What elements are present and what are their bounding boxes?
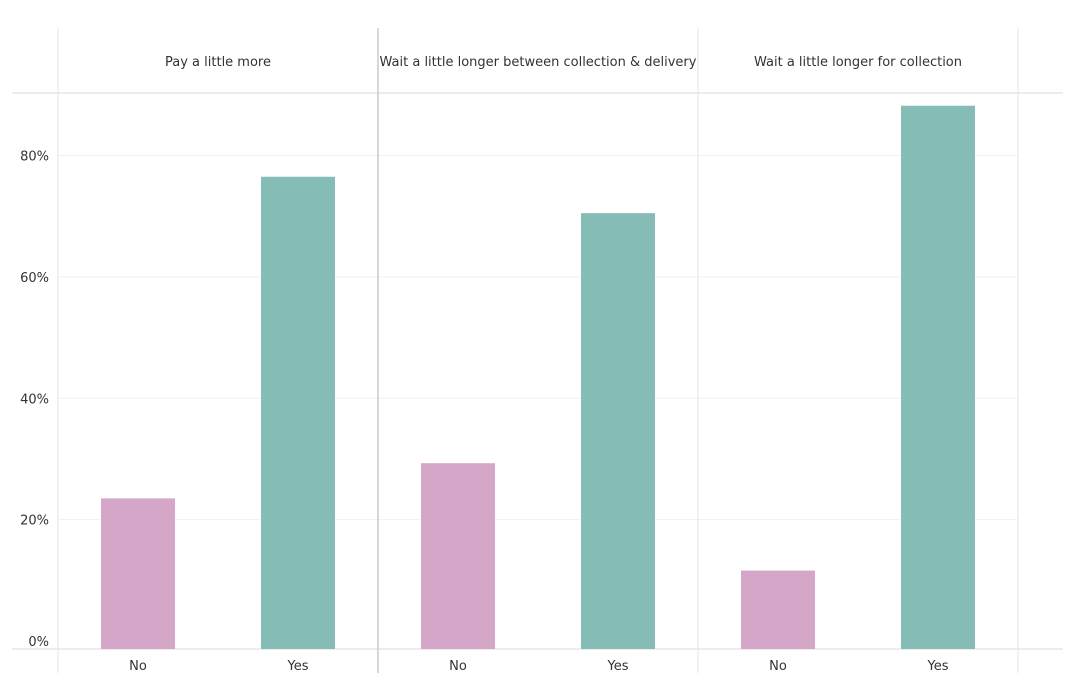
x-tick-label-0-yes: Yes xyxy=(287,659,309,674)
panel-title-2: Wait a little longer for collection xyxy=(754,55,962,70)
x-tick-label-2-yes: Yes xyxy=(927,659,949,674)
bars xyxy=(101,105,975,649)
x-tick-label-0-no: No xyxy=(129,659,147,674)
panel-headers: Pay a little more Wait a little longer be… xyxy=(165,55,962,70)
x-axis: No Yes No Yes No Yes xyxy=(129,659,949,674)
bar-2-yes xyxy=(901,105,975,649)
x-tick-label-1-yes: Yes xyxy=(607,659,629,674)
panel-title-0: Pay a little more xyxy=(165,55,271,70)
bar-0-no xyxy=(101,498,175,649)
y-axis: 0% 20% 40% 60% 80% xyxy=(20,150,49,651)
gridlines xyxy=(58,155,1018,521)
bar-0-yes xyxy=(261,176,335,649)
y-tick-label-3: 60% xyxy=(20,271,49,286)
y-tick-label-0: 0% xyxy=(28,635,49,650)
x-tick-label-1-no: No xyxy=(449,659,467,674)
y-tick-label-4: 80% xyxy=(20,150,49,165)
chart-frame xyxy=(12,28,1063,673)
bar-1-yes xyxy=(581,213,655,649)
y-tick-label-2: 40% xyxy=(20,392,49,407)
panel-title-1: Wait a little longer between collection … xyxy=(380,55,697,70)
x-tick-label-2-no: No xyxy=(769,659,787,674)
bar-2-no xyxy=(741,570,815,649)
bar-1-no xyxy=(421,463,495,649)
y-tick-label-1: 20% xyxy=(20,514,49,529)
